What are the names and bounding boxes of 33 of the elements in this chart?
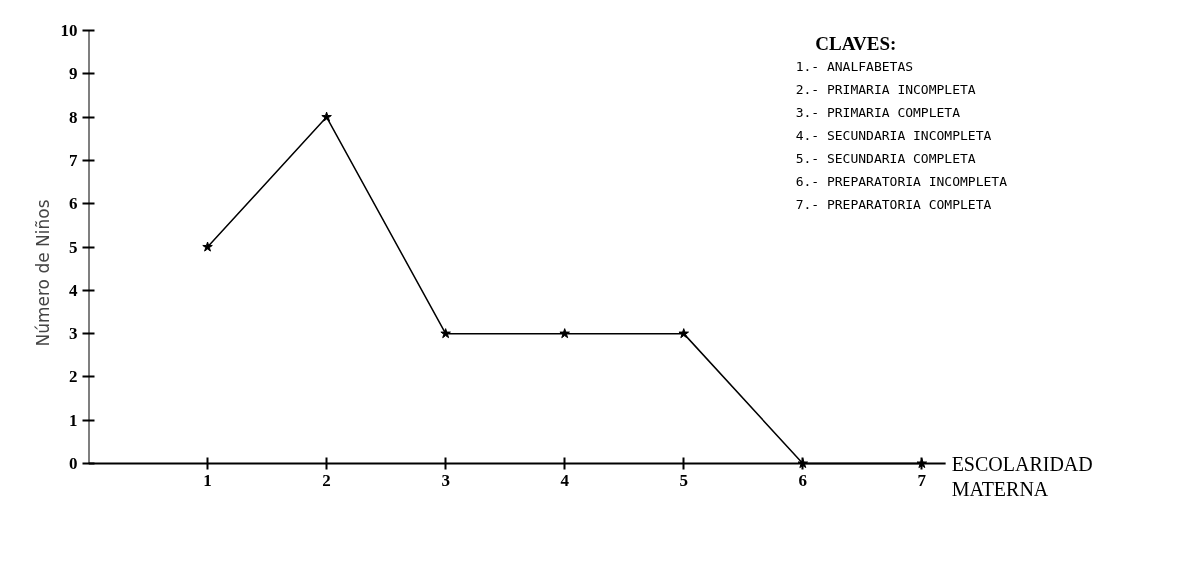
point: [440, 328, 451, 339]
annotation: 2.- PRIMARIA INCOMPLETA: [795, 81, 976, 97]
y-tick-label: 2: [69, 367, 78, 387]
x-tick-label: 4: [560, 470, 570, 490]
annotation: 7.- PREPARATORIA COMPLETA: [795, 196, 992, 212]
point: [559, 328, 570, 339]
y-tick-label: 3: [69, 324, 78, 344]
x-tick-label: 5: [679, 470, 688, 490]
y-tick-label: 8: [69, 107, 78, 127]
x-tick-label: 6: [798, 470, 808, 490]
x-tick-label: 2: [322, 470, 331, 490]
y-tick-label: 0: [69, 454, 78, 474]
annotation: 1.- ANALFABETAS: [795, 58, 914, 74]
point: [202, 241, 213, 252]
point: [678, 328, 689, 339]
y-axis-title: Número de Niños: [32, 199, 53, 347]
x-tick-label: 1: [203, 470, 212, 490]
y-tick-label: 10: [60, 21, 78, 40]
y-tick-label: 6: [69, 194, 78, 214]
annotation: CLAVES:: [815, 32, 897, 54]
x-tick-label: 3: [441, 470, 450, 490]
point: [321, 111, 332, 122]
y-tick-label: 1: [69, 410, 78, 430]
y-tick-label: 5: [69, 237, 78, 257]
y-tick-label: 9: [69, 64, 78, 84]
y-tick-label: 4: [69, 280, 78, 300]
y-tick-label: 7: [69, 150, 78, 170]
x-tick-label: 7: [917, 470, 927, 490]
x-axis-title: ESCOLARIDAD MATERNA: [951, 452, 1093, 500]
annotation: 6.- PREPARATORIA INCOMPLETA: [795, 173, 1008, 189]
annotation: 3.- PRIMARIA COMPLETA: [795, 104, 961, 120]
annotation: 5.- SECUNDARIA COMPLETA: [795, 150, 976, 166]
annotation: 4.- SECUNDARIA INCOMPLETA: [795, 127, 992, 143]
